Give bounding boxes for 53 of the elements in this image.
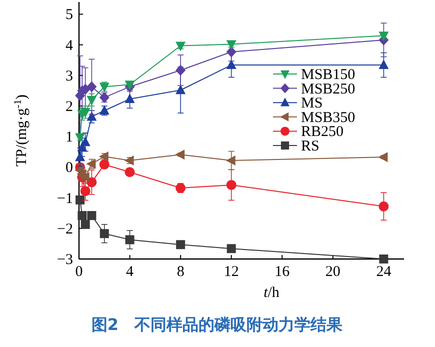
point [379,254,388,264]
legend-label: MSB150 [301,67,356,83]
legend-label: MS [301,96,323,112]
point [226,244,236,254]
x-tick-label: 4 [126,264,134,280]
legend-label: MSB350 [301,110,356,126]
x-tick-label: 8 [176,264,184,280]
point [176,240,186,250]
point [124,93,135,103]
x-axis-title: t/h [264,285,280,301]
point [86,111,97,121]
y-tick-label: 2 [66,99,73,116]
point [378,201,389,212]
x-tick-label: 24 [376,264,392,280]
legend-label: RB250 [301,124,344,140]
y-tick-label: 1 [66,130,73,146]
point [100,229,109,238]
y-tick-label: 5 [66,7,73,24]
point [78,211,87,220]
x-tick-label: 20 [325,264,340,280]
point [378,60,389,70]
point [75,133,86,143]
y-tick-label: 3 [66,68,73,84]
x-tick-label: 12 [224,264,239,280]
point [226,46,236,58]
point [175,150,185,160]
legend-label: RS [301,138,320,154]
point [80,220,90,229]
point [176,84,186,94]
point [378,152,388,162]
point [378,32,389,42]
point [176,64,186,76]
point [80,108,90,118]
y-tick-label: 0 [66,160,73,176]
y-tick-label: −3 [57,252,73,268]
legend-label: MSB250 [301,81,356,98]
point [87,211,96,220]
point [226,180,236,190]
point [124,167,135,178]
point [226,155,236,166]
text: 图2 不同样品的磷吸附动力学结果 [91,315,344,334]
y-tick-label: 4 [66,38,74,54]
point [80,186,90,196]
point [125,235,134,244]
point [226,60,236,70]
y-tick-label: −1 [57,190,73,207]
point [176,42,186,52]
y-tick-label: −2 [57,221,73,238]
point [86,81,97,92]
point [226,40,236,50]
point [76,195,85,204]
x-tick-label: 16 [274,264,290,280]
point [99,159,110,170]
